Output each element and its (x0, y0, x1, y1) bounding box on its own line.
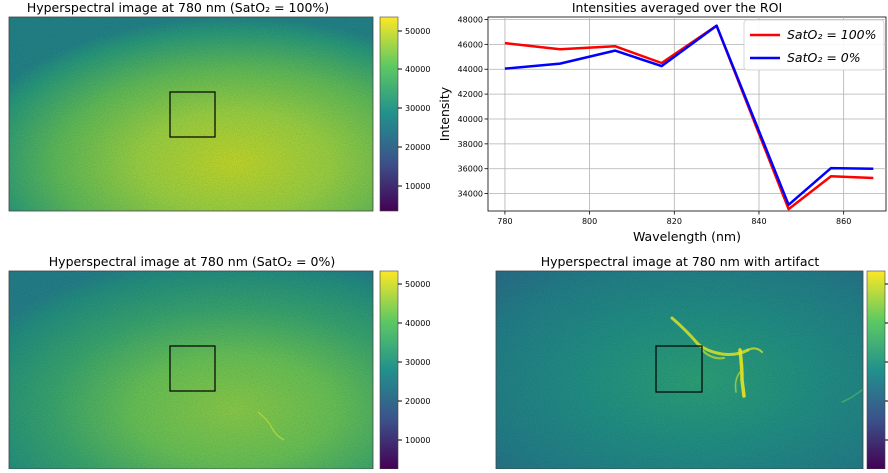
y-tick-label: 48000 (458, 15, 483, 24)
y-tick-label: 34000 (458, 190, 483, 199)
colorbar-tick-label: 50000 (405, 27, 430, 36)
legend-label-100: SatO₂ = 100% (787, 27, 877, 42)
heatmap-noise (496, 271, 863, 469)
panel-top-left: Hyperspectral image at 780 nm (SatO₂ = 1… (8, 0, 430, 212)
y-tick-label: 36000 (458, 165, 483, 174)
roi-box (169, 345, 216, 392)
grid (488, 17, 886, 211)
panel-bottom-left: Hyperspectral image at 780 nm (SatO₂ = 0… (8, 254, 430, 470)
series-line-1 (504, 24, 874, 207)
x-tick-label: 820 (667, 217, 682, 226)
y-tick-label: 44000 (458, 65, 483, 74)
legend-label-0: SatO₂ = 0% (787, 50, 861, 65)
colorbar-tick-label: 10000 (405, 436, 430, 445)
colorbar-ticks: 10000 20000 30000 40000 50000 (398, 280, 430, 445)
vessel-trace (257, 411, 285, 441)
y-tick-label: 46000 (458, 40, 483, 49)
colorbar-tick-label: 50000 (405, 280, 430, 289)
colorbar (866, 270, 886, 470)
heatmap-noise (9, 17, 373, 211)
x-axis-label: Wavelength (nm) (633, 229, 741, 244)
y-tick-label: 38000 (458, 140, 483, 149)
line-chart: Intensities averaged over the ROI 780 800… (437, 0, 887, 244)
panel-bottom-right: Hyperspectral image at 780 nm with artif… (495, 254, 888, 470)
colorbar (379, 16, 399, 212)
colorbar-tick-label: 30000 (405, 104, 430, 113)
y-tick-label: 42000 (458, 90, 483, 99)
colorbar-tick-label: 10000 (405, 182, 430, 191)
colorbar-tick-label: 20000 (405, 397, 430, 406)
panel-title: Hyperspectral image at 780 nm (SatO₂ = 0… (49, 254, 335, 269)
y-tick-label: 40000 (458, 115, 483, 124)
x-axis-ticks: 780 800 820 840 860 (497, 211, 851, 226)
colorbar-tick-label: 40000 (405, 65, 430, 74)
roi-box (655, 345, 703, 393)
series-lines (504, 24, 874, 211)
legend: SatO₂ = 100% SatO₂ = 0% (743, 19, 885, 71)
colorbar-ticks: 10000 20000 30000 40000 50000 (398, 27, 430, 191)
panel-title: Hyperspectral image at 780 nm with artif… (541, 254, 820, 269)
roi-box (169, 91, 216, 138)
colorbar-tick-label: 30000 (405, 358, 430, 367)
y-axis-ticks: 34000 36000 38000 40000 42000 44000 46000 48000 (458, 15, 488, 199)
colorbar-tick-label: 40000 (405, 319, 430, 328)
chart-title: Intensities averaged over the ROI (572, 0, 782, 15)
x-tick-label: 840 (751, 217, 766, 226)
colorbar (379, 270, 399, 470)
panel-title: Hyperspectral image at 780 nm (SatO₂ = 1… (27, 0, 329, 15)
y-axis-label: Intensity (437, 86, 452, 141)
artifact (670, 316, 863, 403)
heatmap-noise (9, 271, 373, 469)
colorbar-tick-label: 20000 (405, 143, 430, 152)
heatmap-frame (8, 16, 374, 212)
x-tick-label: 800 (582, 217, 597, 226)
x-tick-label: 780 (497, 217, 512, 226)
x-tick-label: 860 (836, 217, 851, 226)
